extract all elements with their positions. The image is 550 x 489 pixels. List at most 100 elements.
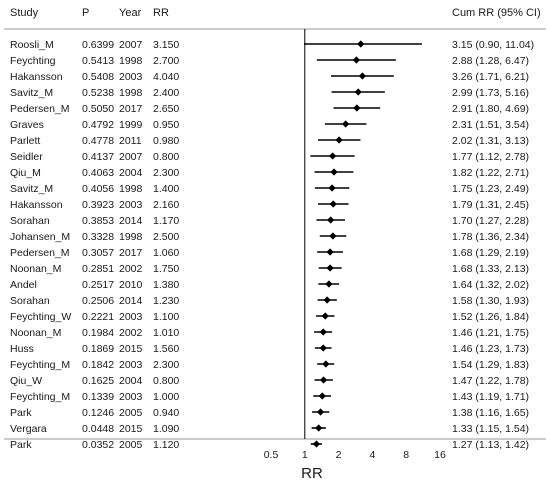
row-cum-rr: 1.82 (1.22, 2.71) (452, 167, 529, 179)
row-cum-rr: 2.91 (1.80, 4.69) (452, 103, 529, 115)
row-year: 2014 (119, 295, 143, 307)
marks-layer (304, 29, 422, 448)
row-rr-value: 0.800 (153, 375, 179, 387)
row-rr-value: 2.500 (153, 231, 179, 243)
row-p-value: 0.3057 (82, 247, 114, 259)
row-cum-rr: 1.68 (1.33, 2.13) (452, 263, 529, 275)
row-year: 2002 (119, 263, 143, 275)
point-estimate-marker (326, 248, 334, 256)
row-year: 2005 (119, 407, 143, 419)
row-p-value: 0.3923 (82, 199, 114, 211)
row-p-value: 0.1869 (82, 343, 114, 355)
header-study: Study (10, 7, 39, 19)
row-cum-rr: 1.38 (1.16, 1.65) (452, 407, 529, 419)
point-estimate-marker (357, 40, 365, 48)
row-cum-rr: 1.27 (1.13, 1.42) (452, 439, 529, 451)
point-estimate-marker (319, 328, 327, 336)
row-p-value: 0.0352 (82, 439, 114, 451)
rows-layer: Roosli_M 0.6399 2007 3.150 3.15 (0.90, 11.04… (10, 39, 534, 451)
row-study-label: Park (10, 407, 32, 419)
x-tick-label: 2 (336, 449, 342, 461)
row-year: 2002 (119, 327, 143, 339)
row-study-label: Noonan_M (10, 327, 61, 339)
row-rr-value: 1.060 (153, 247, 179, 259)
row-p-value: 0.1984 (82, 327, 114, 339)
row-year: 2003 (119, 359, 143, 371)
row-year: 2007 (119, 151, 143, 163)
row-p-value: 0.4778 (82, 135, 114, 147)
header-year: Year (119, 7, 142, 19)
row-cum-rr: 1.46 (1.21, 1.75) (452, 327, 529, 339)
point-estimate-marker (353, 104, 361, 112)
row-study-label: Feychting (10, 55, 56, 67)
row-year: 1998 (119, 183, 143, 195)
row-cum-rr: 1.58 (1.30, 1.93) (452, 295, 529, 307)
row-year: 2015 (119, 423, 143, 435)
row-year: 1998 (119, 87, 143, 99)
row-study-label: Pedersen_M (10, 103, 70, 115)
point-estimate-marker (321, 312, 329, 320)
row-study-label: Feychting_M (10, 359, 70, 371)
row-rr-value: 1.560 (153, 343, 179, 355)
row-cum-rr: 1.54 (1.29, 1.83) (452, 359, 529, 371)
row-year: 2011 (119, 135, 142, 147)
row-rr-value: 1.400 (153, 183, 179, 195)
row-rr-value: 1.380 (153, 279, 179, 291)
x-axis: 0.5 1 2 4 8 16 (264, 449, 446, 461)
row-rr-value: 0.980 (153, 135, 179, 147)
row-rr-value: 1.090 (153, 423, 179, 435)
row-rr-value: 0.950 (153, 119, 179, 131)
point-estimate-marker (312, 440, 321, 448)
header-rr: RR (153, 7, 169, 19)
row-study-label: Huss (10, 343, 34, 355)
row-study-label: Pedersen_M (10, 247, 70, 259)
row-p-value: 0.5050 (82, 103, 114, 115)
row-study-label: Graves (10, 119, 44, 131)
row-rr-value: 1.010 (153, 327, 179, 339)
row-rr-value: 2.400 (153, 87, 179, 99)
row-cum-rr: 1.43 (1.19, 1.71) (452, 391, 529, 403)
point-estimate-marker (319, 344, 327, 352)
point-estimate-marker (335, 136, 343, 144)
row-year: 2004 (119, 375, 143, 387)
row-cum-rr: 1.78 (1.36, 2.34) (452, 231, 529, 243)
row-cum-rr: 1.70 (1.27, 2.28) (452, 215, 529, 227)
row-study-label: Park (10, 439, 32, 451)
row-year: 2014 (119, 215, 143, 227)
row-study-label: Sorahan (10, 295, 50, 307)
row-rr-value: 0.800 (153, 151, 179, 163)
point-estimate-marker (342, 120, 350, 128)
point-estimate-marker (327, 216, 335, 224)
row-study-label: Feychting_M (10, 391, 70, 403)
point-estimate-marker (354, 88, 362, 96)
point-estimate-marker (329, 232, 337, 240)
row-study-label: Sorahan (10, 215, 50, 227)
row-p-value: 0.6399 (82, 39, 114, 51)
row-rr-value: 2.300 (153, 167, 179, 179)
row-study-label: Roosli_M (10, 39, 54, 51)
row-year: 2007 (119, 39, 143, 51)
row-year: 2003 (119, 199, 143, 211)
point-estimate-marker (325, 280, 333, 288)
x-tick-label: 16 (434, 449, 446, 461)
row-year: 1998 (119, 231, 143, 243)
row-p-value: 0.5238 (82, 87, 114, 99)
row-study-label: Parlett (10, 135, 40, 147)
row-rr-value: 1.100 (153, 311, 179, 323)
row-p-value: 0.3853 (82, 215, 114, 227)
row-p-value: 0.4056 (82, 183, 114, 195)
row-study-label: Seidler (10, 151, 43, 163)
row-cum-rr: 1.77 (1.12, 2.78) (452, 151, 529, 163)
row-cum-rr: 1.64 (1.32, 2.02) (452, 279, 529, 291)
row-study-label: Noonan_M (10, 263, 61, 275)
row-p-value: 0.5413 (82, 55, 114, 67)
row-p-value: 0.1339 (82, 391, 114, 403)
header-cum-rr: Cum RR (95% CI) (452, 7, 541, 19)
row-rr-value: 2.700 (153, 55, 179, 67)
row-cum-rr: 1.75 (1.23, 2.49) (452, 183, 529, 195)
row-rr-value: 3.150 (153, 39, 179, 51)
row-study-label: Andel (10, 279, 37, 291)
row-year: 2017 (119, 103, 143, 115)
x-tick-label: 4 (369, 449, 375, 461)
